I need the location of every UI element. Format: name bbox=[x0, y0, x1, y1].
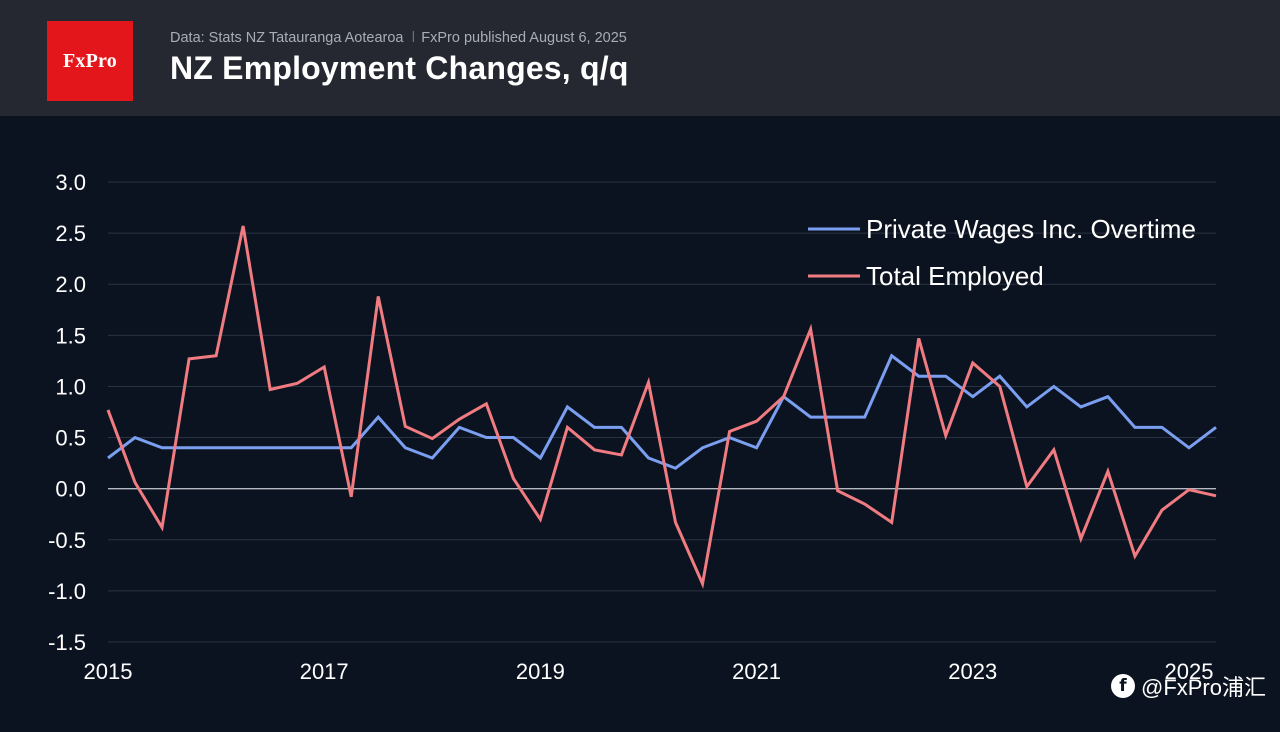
x-tick-label: 2021 bbox=[732, 659, 781, 684]
series-line-total-employed bbox=[106, 225, 1217, 589]
legend-label: Total Employed bbox=[866, 261, 1044, 291]
line-chart: 3.0 2.5 2.0 1.5 1.0 0.5 0.0 -0.5 -1.0 -1.5 2015 201… bbox=[48, 170, 1217, 684]
series-line-private-wages bbox=[107, 353, 1217, 470]
x-tick-label: 2025 bbox=[1164, 659, 1213, 684]
x-tick-label: 2023 bbox=[948, 659, 997, 684]
y-tick-label: -0.5 bbox=[48, 528, 86, 553]
data-source: Data: Stats NZ Tatauranga Aotearoa bbox=[170, 30, 404, 46]
chart-meta: Data: Stats NZ Tatauranga Aotearoa ǀ FxPro… bbox=[170, 30, 627, 46]
y-tick-label: 1.0 bbox=[55, 374, 86, 399]
y-tick-label: 2.5 bbox=[55, 221, 86, 246]
y-tick-label: 2.0 bbox=[55, 272, 86, 297]
x-tick-label: 2019 bbox=[516, 659, 565, 684]
x-tick-label: 2015 bbox=[84, 659, 133, 684]
y-tick-label: 0.5 bbox=[55, 426, 86, 451]
header-bar: FxPro Data: Stats NZ Tatauranga Aotearoa… bbox=[0, 0, 1280, 116]
y-tick-label: -1.5 bbox=[48, 630, 86, 655]
published-date: FxPro published August 6, 2025 bbox=[421, 30, 627, 46]
x-tick-label: 2017 bbox=[300, 659, 349, 684]
meta-separator: ǀ bbox=[411, 30, 416, 46]
y-tick-label: -1.0 bbox=[48, 579, 86, 604]
page-title: NZ Employment Changes, q/q bbox=[170, 50, 629, 86]
fxpro-logo: FxPro bbox=[47, 21, 133, 101]
watermark: f @FxPro浦汇 bbox=[1110, 670, 1266, 702]
y-tick-label: 3.0 bbox=[55, 170, 86, 195]
logo-text: FxPro bbox=[63, 49, 117, 72]
y-tick-label: 0.0 bbox=[55, 477, 86, 502]
watermark-text: @FxPro浦汇 bbox=[1140, 675, 1266, 700]
legend-label: Private Wages Inc. Overtime bbox=[866, 214, 1196, 244]
y-tick-label: 1.5 bbox=[55, 323, 86, 348]
weibo-icon: f bbox=[1110, 674, 1135, 698]
